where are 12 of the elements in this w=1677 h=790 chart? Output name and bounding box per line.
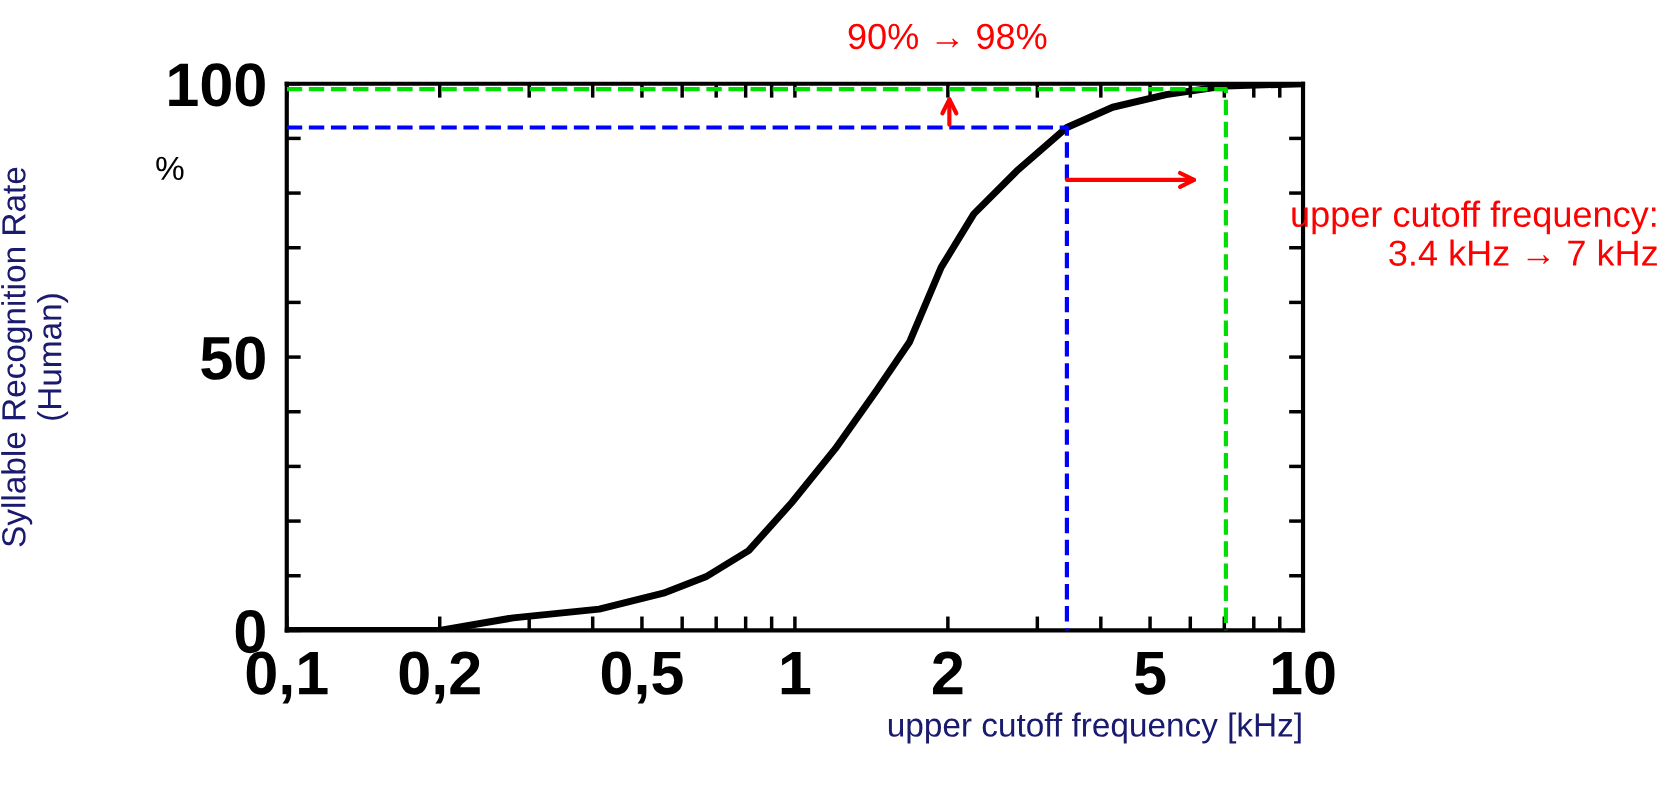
x-axis-title: upper cutoff frequency [kHz]: [888, 712, 1301, 744]
text: 90% → 98%: [848, 23, 1047, 50]
x-tick-label: 0,2: [399, 651, 480, 704]
y-axis-title: Syllable Recognition Rate (Human): [1, 167, 69, 547]
y-tick-label: 100: [169, 63, 265, 107]
x-tick-label: 10: [1272, 651, 1335, 695]
x-tick-label: 2: [932, 651, 963, 695]
text: %: [156, 156, 184, 181]
x-tick-label: 0,5: [601, 651, 683, 704]
x-tick-label: 5: [1134, 652, 1166, 695]
x-tick-label: 1: [781, 652, 811, 695]
y-tick-label: 50: [201, 336, 265, 380]
